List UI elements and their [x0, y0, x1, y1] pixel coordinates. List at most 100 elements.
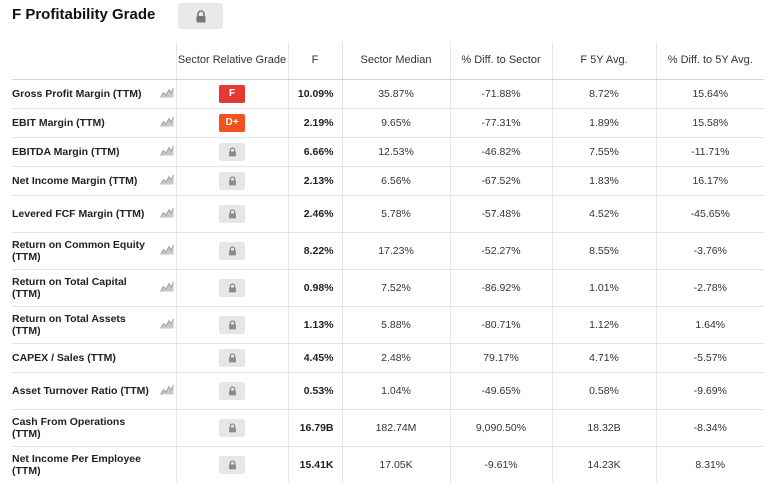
grade-lock-badge[interactable]: [219, 204, 245, 226]
diff-to-sector-value: -9.61%: [449, 445, 552, 483]
diff-to-sector-value: -52.27%: [449, 231, 552, 269]
diff-to-sector-value: -57.48%: [449, 194, 552, 232]
f-value: 2.46%: [287, 194, 342, 232]
chart-icon[interactable]: [160, 244, 174, 255]
five-year-avg-value: 7.55%: [551, 136, 656, 166]
header-grade[interactable]: Sector Relative Grade: [175, 42, 288, 80]
metric-label: EBIT Margin (TTM): [12, 107, 156, 137]
diff-to-five-year-avg-value: 16.17%: [655, 165, 764, 195]
grade-lock-badge[interactable]: [219, 348, 245, 367]
chart-cell: [156, 194, 176, 232]
header-diff[interactable]: % Diff. to Sector: [449, 42, 552, 80]
f-value: 6.66%: [287, 136, 342, 166]
profitability-table: Sector Relative Grade F Sector Median % …: [12, 42, 764, 483]
grade-lock-badge[interactable]: [219, 142, 245, 161]
table-row: Gross Profit Margin (TTM) F 10.09% 35.87% -7…: [12, 79, 764, 108]
diff-to-five-year-avg-value: -5.57%: [655, 342, 764, 372]
header-median[interactable]: Sector Median: [341, 42, 450, 80]
grade-lock-badge[interactable]: [219, 381, 245, 400]
grade-cell: [175, 194, 288, 232]
table-row: EBITDA Margin (TTM) 6.66% 12.53% -46.82% 7.5…: [12, 136, 764, 166]
lock-icon: [228, 208, 237, 226]
chart-icon[interactable]: [160, 281, 174, 292]
diff-to-sector-value: -71.88%: [449, 79, 552, 108]
five-year-avg-value: 14.23K: [551, 445, 656, 483]
lock-icon: [228, 319, 237, 337]
grade-lock-badge[interactable]: [219, 241, 245, 263]
table-row: Return on Total Assets (TTM) 1.13% 5.88% -8…: [12, 305, 764, 343]
metric-label: Net Income Per Employee (TTM): [12, 445, 156, 483]
header-avgdiff[interactable]: % Diff. to 5Y Avg.: [655, 42, 764, 80]
five-year-avg-value: 1.83%: [551, 165, 656, 195]
diff-to-five-year-avg-value: -3.76%: [655, 231, 764, 269]
grade-cell: [175, 408, 288, 446]
table-row: Return on Common Equity (TTM) 8.22% 17.23%…: [12, 231, 764, 269]
chart-cell: [156, 107, 176, 137]
header-f[interactable]: F: [287, 42, 342, 80]
metric-label: Return on Common Equity (TTM): [12, 231, 156, 269]
grade-cell: [175, 305, 288, 343]
f-value: 1.13%: [287, 305, 342, 343]
grade-cell: [175, 231, 288, 269]
sector-median-value: 12.53%: [341, 136, 450, 166]
diff-to-five-year-avg-value: 15.58%: [655, 107, 764, 137]
diff-to-sector-value: -80.71%: [449, 305, 552, 343]
f-value: 0.53%: [287, 371, 342, 409]
lock-icon: [228, 175, 237, 193]
metric-label: Asset Turnover Ratio (TTM): [12, 371, 156, 409]
grade-lock-badge[interactable]: [219, 315, 245, 337]
chart-cell: [156, 165, 176, 195]
sector-median-value: 7.52%: [341, 268, 450, 306]
metric-label: Return on Total Capital (TTM): [12, 268, 156, 306]
metric-label: Levered FCF Margin (TTM): [12, 194, 156, 232]
header-avg[interactable]: F 5Y Avg.: [551, 42, 656, 80]
grade-lock-badge[interactable]: [219, 418, 245, 437]
chart-icon[interactable]: [160, 145, 174, 156]
diff-to-five-year-avg-value: -11.71%: [655, 136, 764, 166]
grade-lock-badge[interactable]: [219, 278, 245, 297]
sector-median-value: 6.56%: [341, 165, 450, 195]
chart-cell: [156, 231, 176, 269]
lock-icon: [228, 459, 237, 477]
chart-icon[interactable]: [160, 116, 174, 127]
grade-cell: [175, 268, 288, 306]
five-year-avg-value: 1.89%: [551, 107, 656, 137]
table-row: Return on Total Capital (TTM) 0.98% 7.52% -…: [12, 268, 764, 306]
diff-to-five-year-avg-value: -9.69%: [655, 371, 764, 409]
unlock-button[interactable]: [178, 3, 223, 29]
five-year-avg-value: 1.12%: [551, 305, 656, 343]
sector-median-value: 2.48%: [341, 342, 450, 372]
chart-icon[interactable]: [160, 87, 174, 98]
f-value: 4.45%: [287, 342, 342, 372]
diff-to-sector-value: -49.65%: [449, 371, 552, 409]
table-row: Net Income Margin (TTM) 2.13% 6.56% -67.52%…: [12, 165, 764, 195]
chart-cell: [156, 371, 176, 409]
diff-to-sector-value: 79.17%: [449, 342, 552, 372]
table-row: Net Income Per Employee (TTM) 15.41K 17.05…: [12, 445, 764, 483]
chart-cell: [156, 136, 176, 166]
page-title: F Profitability Grade: [12, 6, 156, 23]
metric-label: Net Income Margin (TTM): [12, 165, 156, 195]
diff-to-sector-value: -77.31%: [449, 107, 552, 137]
diff-to-sector-value: -46.82%: [449, 136, 552, 166]
f-value: 15.41K: [287, 445, 342, 483]
sector-median-value: 5.78%: [341, 194, 450, 232]
table-row: CAPEX / Sales (TTM) 4.45% 2.48% 79.17% 4.71%…: [12, 342, 764, 372]
f-value: 8.22%: [287, 231, 342, 269]
five-year-avg-value: 18.32B: [551, 408, 656, 446]
diff-to-sector-value: -86.92%: [449, 268, 552, 306]
grade-cell: [175, 342, 288, 372]
grade-lock-badge[interactable]: [219, 455, 245, 477]
table-row: EBIT Margin (TTM) D+ 2.19% 9.65% -77.31% 1.89…: [12, 107, 764, 137]
lock-icon: [228, 245, 237, 263]
chart-icon[interactable]: [160, 318, 174, 329]
chart-cell: [156, 408, 176, 446]
grade-cell: [175, 165, 288, 195]
chart-icon[interactable]: [160, 384, 174, 395]
f-value: 2.19%: [287, 107, 342, 137]
chart-icon[interactable]: [160, 174, 174, 185]
chart-icon[interactable]: [160, 207, 174, 218]
grade-cell: [175, 371, 288, 409]
sector-median-value: 182.74M: [341, 408, 450, 446]
grade-lock-badge[interactable]: [219, 171, 245, 193]
